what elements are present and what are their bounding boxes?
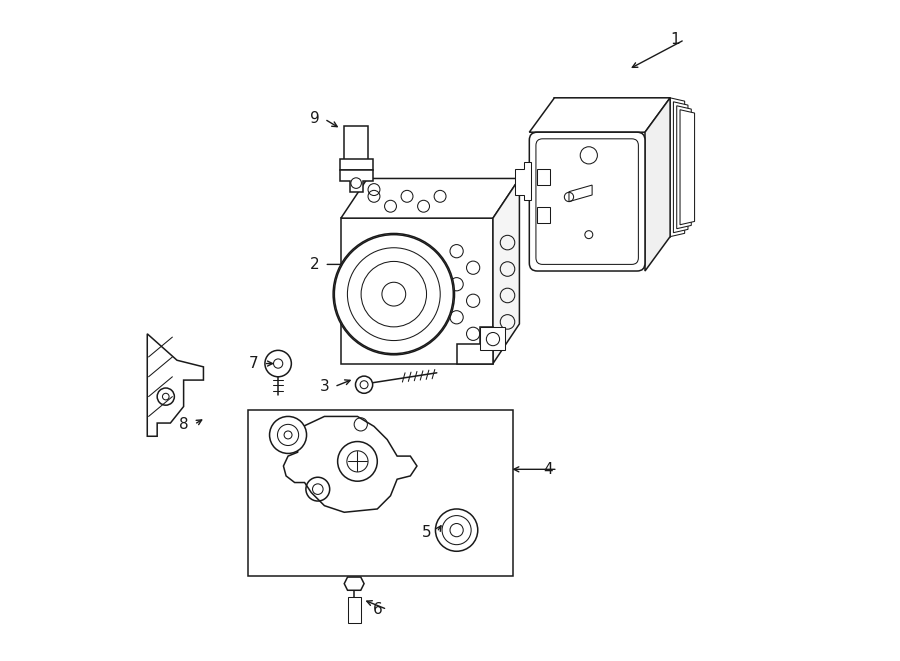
Circle shape xyxy=(269,416,307,453)
Polygon shape xyxy=(341,178,519,218)
Circle shape xyxy=(361,261,427,327)
Polygon shape xyxy=(344,577,364,590)
Circle shape xyxy=(347,248,440,340)
Polygon shape xyxy=(148,334,203,436)
Text: 9: 9 xyxy=(310,112,320,126)
Text: 2: 2 xyxy=(310,257,320,272)
Bar xyxy=(248,410,513,576)
Bar xyxy=(347,597,361,623)
Text: 5: 5 xyxy=(422,525,432,539)
Bar xyxy=(537,207,551,223)
Bar xyxy=(344,126,368,160)
Bar xyxy=(339,159,373,170)
Text: 6: 6 xyxy=(373,602,382,617)
Polygon shape xyxy=(493,178,519,364)
Circle shape xyxy=(163,393,169,400)
Polygon shape xyxy=(554,98,670,237)
Text: 3: 3 xyxy=(320,379,329,394)
Polygon shape xyxy=(456,327,493,364)
FancyBboxPatch shape xyxy=(536,139,638,264)
Polygon shape xyxy=(515,162,531,200)
Text: 1: 1 xyxy=(670,32,680,47)
Circle shape xyxy=(450,524,464,537)
Polygon shape xyxy=(645,98,670,271)
Polygon shape xyxy=(284,416,417,512)
Text: 8: 8 xyxy=(179,417,189,432)
Polygon shape xyxy=(339,170,373,192)
Circle shape xyxy=(382,282,406,306)
Text: 4: 4 xyxy=(543,462,553,477)
Circle shape xyxy=(334,235,454,354)
Circle shape xyxy=(333,233,454,355)
Circle shape xyxy=(277,424,299,446)
Polygon shape xyxy=(480,327,505,350)
Polygon shape xyxy=(677,106,691,229)
FancyBboxPatch shape xyxy=(529,132,645,271)
Polygon shape xyxy=(569,185,592,202)
Polygon shape xyxy=(529,98,670,132)
Polygon shape xyxy=(341,218,493,364)
Circle shape xyxy=(284,431,292,439)
Bar xyxy=(537,169,551,185)
Polygon shape xyxy=(670,98,685,237)
Circle shape xyxy=(436,509,478,551)
Polygon shape xyxy=(680,110,695,225)
Circle shape xyxy=(442,516,472,545)
Text: 7: 7 xyxy=(249,356,258,371)
Polygon shape xyxy=(673,102,688,233)
